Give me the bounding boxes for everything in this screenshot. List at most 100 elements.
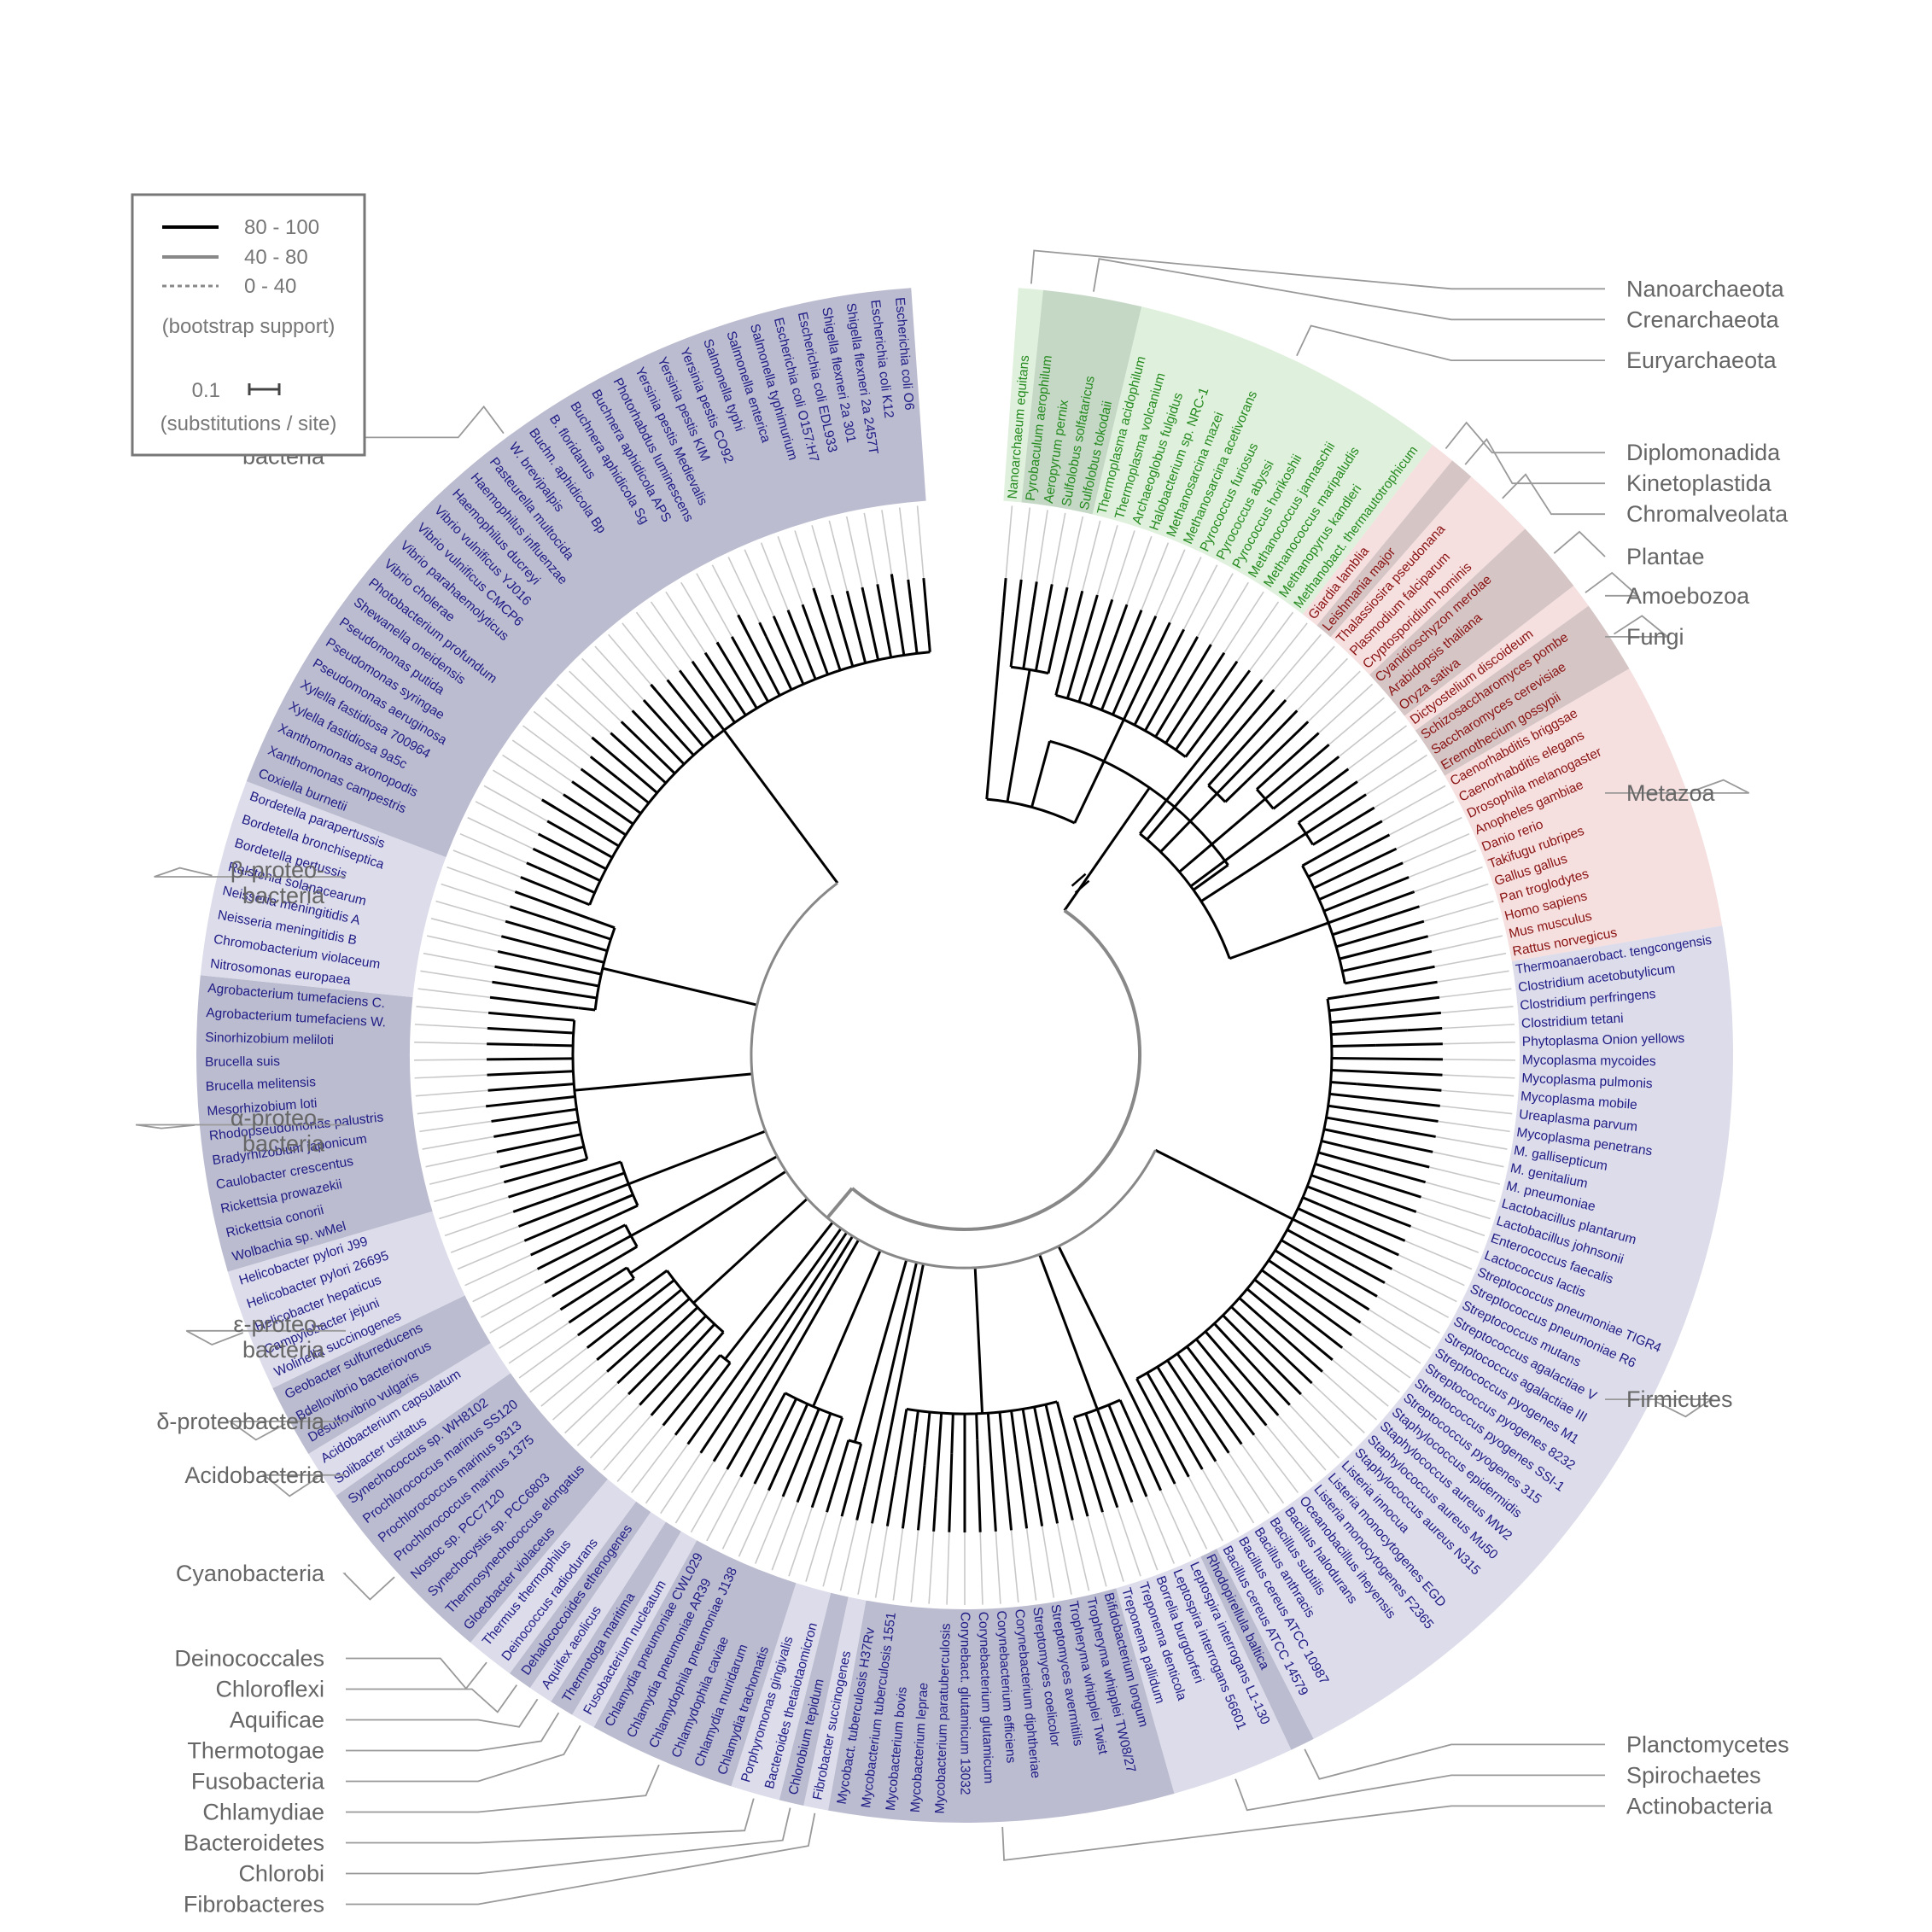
clade-bracket (719, 1354, 732, 1364)
callout-kinetoplastida (1464, 437, 1605, 485)
leaf-spoke (464, 1254, 532, 1287)
terminal-branch (1388, 861, 1404, 871)
terminal-branch (990, 1470, 997, 1532)
band-planctomycetes (1200, 1549, 1314, 1750)
callout-fibrobacteres (346, 1812, 816, 1906)
inner-branch (718, 1362, 732, 1378)
inner-branch (1321, 1139, 1344, 1147)
inner-branch (671, 1323, 716, 1371)
terminal-branch (1240, 679, 1264, 708)
leaf-spoke (608, 633, 657, 691)
inner-branch (1144, 667, 1182, 732)
leaf-spoke (1442, 1042, 1515, 1045)
terminal-branch (596, 1345, 614, 1361)
terminal-branch (1354, 1265, 1386, 1284)
terminal-branch (876, 584, 886, 622)
group-label-plantae: Plantae (1626, 544, 1705, 569)
band-deinococcales (470, 1479, 637, 1674)
inner-branch (934, 1413, 943, 1498)
terminal-branch (1361, 919, 1425, 941)
inner-branch (787, 610, 817, 680)
terminal-branch (1157, 1418, 1190, 1478)
inner-branch (950, 1413, 954, 1454)
leaf-spoke (1174, 1483, 1208, 1550)
leaf-spoke (475, 801, 540, 836)
terminal-branch (885, 1475, 897, 1526)
group-label-cyanobacteria: Cyanobacteria (176, 1561, 325, 1586)
inner-branch (538, 832, 607, 871)
leaf-spoke (1188, 1476, 1223, 1542)
terminal-branch (1342, 1145, 1430, 1169)
terminal-branch (546, 820, 575, 838)
leaf-spoke (1071, 1520, 1090, 1591)
inner-branch (597, 1223, 627, 1240)
inner-branch (1107, 1404, 1134, 1463)
inner-branch (1292, 1217, 1322, 1235)
callout-deinococcales (346, 1657, 487, 1690)
leaf-spoke (1126, 535, 1153, 605)
terminal-branch (1246, 1402, 1268, 1427)
group-label-line: α-proteo- (231, 1105, 324, 1130)
leaf-spoke (1433, 1151, 1504, 1168)
inner-branch (1034, 640, 1043, 671)
clade-stem (724, 1221, 834, 1360)
inner-branch (568, 978, 599, 988)
leaf-spoke (1223, 591, 1264, 654)
leaf-spoke (1155, 549, 1186, 616)
inner-branch (1133, 701, 1148, 726)
callout-acidobacteria (261, 1474, 346, 1497)
leaf-spoke (1374, 769, 1437, 808)
terminal-branch (907, 579, 913, 604)
inner-branch (1195, 1338, 1249, 1404)
inner-branch (625, 745, 667, 785)
terminal-branch (1015, 1454, 1029, 1529)
leaf-spoke (508, 1322, 569, 1364)
inner-branch (1084, 1413, 1112, 1486)
terminal-branch (620, 721, 660, 759)
inner-branch (1010, 1410, 1019, 1456)
terminal-branch (686, 1415, 709, 1445)
inner-branch (1307, 847, 1364, 878)
inner-branch (1021, 1409, 1037, 1485)
clade-stem (629, 1170, 787, 1275)
leaf-spoke (650, 601, 693, 662)
leaf-spoke (680, 581, 720, 645)
callout-chromalveolata (1502, 473, 1605, 516)
leaf-spoke (1389, 801, 1455, 836)
inner-branch (526, 956, 602, 976)
leaf-spoke (1398, 1254, 1465, 1287)
leaf-spoke (645, 1444, 689, 1504)
leaf-spoke (447, 866, 516, 893)
leaf-spoke (760, 542, 789, 610)
inner-branch (645, 1270, 668, 1287)
leaf-spoke (616, 1425, 664, 1482)
terminal-branch (1316, 820, 1383, 859)
inner-branch (551, 1133, 581, 1142)
leaf-spoke (1236, 601, 1280, 662)
terminal-branch (845, 590, 861, 641)
band-firmicutes (1217, 925, 1734, 1739)
group-label-actinobacteria: Actinobacteria (1626, 1793, 1773, 1818)
leaf-label: Corynebacterium glutamicum (976, 1611, 996, 1783)
terminal-branch (580, 768, 584, 772)
leaf-spoke (1096, 525, 1118, 596)
inner-branch (680, 1354, 721, 1404)
leaf-spoke (828, 520, 848, 592)
band-plantae (1369, 528, 1574, 716)
inner-branch (555, 919, 611, 941)
leaf-spoke (1381, 785, 1446, 822)
terminal-branch (1320, 768, 1350, 791)
terminal-branch (691, 660, 700, 672)
inner-branch (1204, 1330, 1231, 1361)
inner-branch (616, 777, 650, 804)
leaf-spoke (1005, 505, 1013, 579)
band-amoebozoa (1404, 586, 1589, 731)
band-chromalveolata (1330, 476, 1526, 675)
leaf-spoke (1300, 1393, 1353, 1447)
band-fusobacteria (572, 1531, 698, 1728)
inner-branch (533, 1043, 574, 1048)
clade-stem (1229, 921, 1329, 960)
leaf-spoke (1442, 1024, 1515, 1030)
inner-branch (1323, 893, 1366, 913)
leaf-spoke (822, 1515, 843, 1587)
